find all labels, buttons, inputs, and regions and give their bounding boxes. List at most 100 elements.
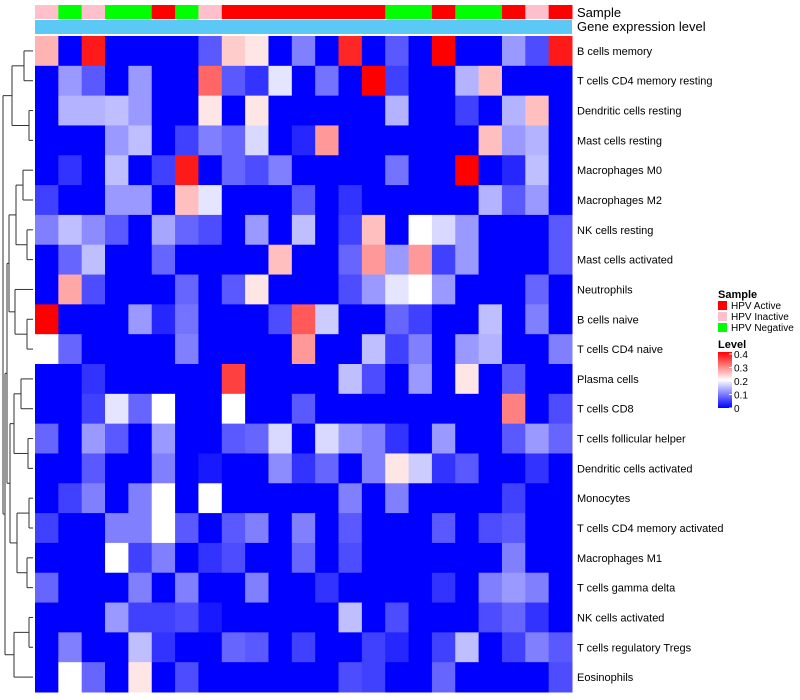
heatmap-cell (455, 662, 480, 693)
heatmap-cell (478, 542, 503, 574)
sample-annotation-cell (525, 5, 550, 19)
heatmap-cell (128, 244, 153, 276)
heatmap-cell (245, 364, 269, 395)
heatmap-cell (151, 155, 176, 186)
heatmap-cell (361, 244, 386, 276)
heatmap-cell (198, 483, 223, 514)
sample-annotation-cell (291, 5, 316, 19)
heatmap-cell (548, 244, 573, 276)
heatmap-cell (58, 244, 83, 276)
heatmap-cell (81, 662, 106, 693)
heatmap-cell (431, 155, 456, 186)
heatmap-cell (175, 244, 199, 276)
heatmap-cell (548, 155, 573, 186)
heatmap-cell (501, 483, 526, 514)
heatmap-cell (58, 125, 83, 156)
heatmap-cell (408, 304, 433, 335)
heatmap-cell (291, 36, 316, 67)
heatmap-cell (548, 662, 573, 693)
heatmap-cell (198, 304, 223, 335)
heatmap-cell (478, 95, 503, 126)
heatmap-cell (431, 572, 456, 604)
heatmap-cell (291, 364, 316, 395)
heatmap-cell (268, 95, 293, 126)
heatmap-cell (525, 155, 550, 186)
heatmap-cell (408, 185, 433, 216)
heatmap-cell (431, 393, 456, 425)
heatmap-cell (385, 483, 410, 514)
row-label: NK cells activated (577, 612, 664, 624)
heatmap-cell (175, 632, 199, 663)
heatmap-cell (58, 95, 83, 126)
heatmap-cell (198, 155, 223, 186)
heatmap-cell (548, 304, 573, 335)
heatmap-cell (175, 214, 199, 246)
heatmap-cell (268, 483, 293, 514)
heatmap-cell (58, 483, 83, 514)
sample-annotation-cell (128, 5, 153, 19)
heatmap-cell (221, 423, 246, 454)
heatmap-cell (361, 453, 386, 484)
heatmap-cell (105, 214, 129, 246)
heatmap-cell (58, 632, 83, 663)
heatmap-cell (58, 393, 83, 425)
heatmap-cell (105, 632, 129, 663)
heatmap-cell (245, 513, 269, 544)
heatmap-cell (408, 36, 433, 67)
heatmap-cell (221, 274, 246, 305)
level-tick-label: 0.3 (734, 364, 748, 375)
sample-annotation-cell (455, 5, 480, 19)
heatmap-cell (245, 125, 269, 156)
heatmap-cell (198, 125, 223, 156)
heatmap-cell (105, 542, 129, 574)
row-label: B cells naive (577, 314, 639, 326)
heatmap-cell (525, 423, 550, 454)
heatmap-cell (408, 542, 433, 574)
heatmap-cell (408, 125, 433, 156)
heatmap-cell (198, 334, 223, 365)
heatmap-cell (478, 423, 503, 454)
heatmap-cell (128, 36, 153, 67)
heatmap-cell (268, 423, 293, 454)
expression-annotation-bar (35, 20, 572, 34)
heatmap-cell (361, 393, 386, 425)
sample-annotation-cell (408, 5, 433, 19)
heatmap-cell (151, 334, 176, 365)
heatmap-cell (245, 155, 269, 186)
heatmap-cell (291, 274, 316, 305)
heatmap-cell (315, 65, 340, 97)
row-label: Mast cells activated (577, 255, 673, 267)
heatmap-cell (338, 364, 363, 395)
heatmap-cell (478, 214, 503, 246)
heatmap-cell (198, 393, 223, 425)
heatmap-cell (385, 542, 410, 574)
heatmap-cell (315, 542, 340, 574)
heatmap-cell (268, 334, 293, 365)
heatmap-cell (478, 155, 503, 186)
heatmap-cell (501, 65, 526, 97)
heatmap-cell (291, 423, 316, 454)
heatmap-cell (35, 214, 59, 246)
heatmap-cell (478, 364, 503, 395)
heatmap-cell (175, 185, 199, 216)
heatmap-cell (128, 65, 153, 97)
heatmap-cell (221, 542, 246, 574)
heatmap-cell (198, 274, 223, 305)
heatmap-cell (361, 632, 386, 663)
heatmap-cell (81, 453, 106, 484)
heatmap-cell (408, 95, 433, 126)
row-label: T cells CD4 memory activated (577, 523, 724, 535)
heatmap-cell (58, 453, 83, 484)
heatmap-cell (361, 36, 386, 67)
sample-annotation-cell (548, 5, 573, 19)
heatmap-cell (198, 185, 223, 216)
heatmap-cell (385, 364, 410, 395)
heatmap-cell (361, 364, 386, 395)
heatmap-cell (548, 185, 573, 216)
heatmap-cell (455, 393, 480, 425)
heatmap-cell (151, 65, 176, 97)
heatmap-cell (151, 393, 176, 425)
heatmap-cell (501, 36, 526, 67)
